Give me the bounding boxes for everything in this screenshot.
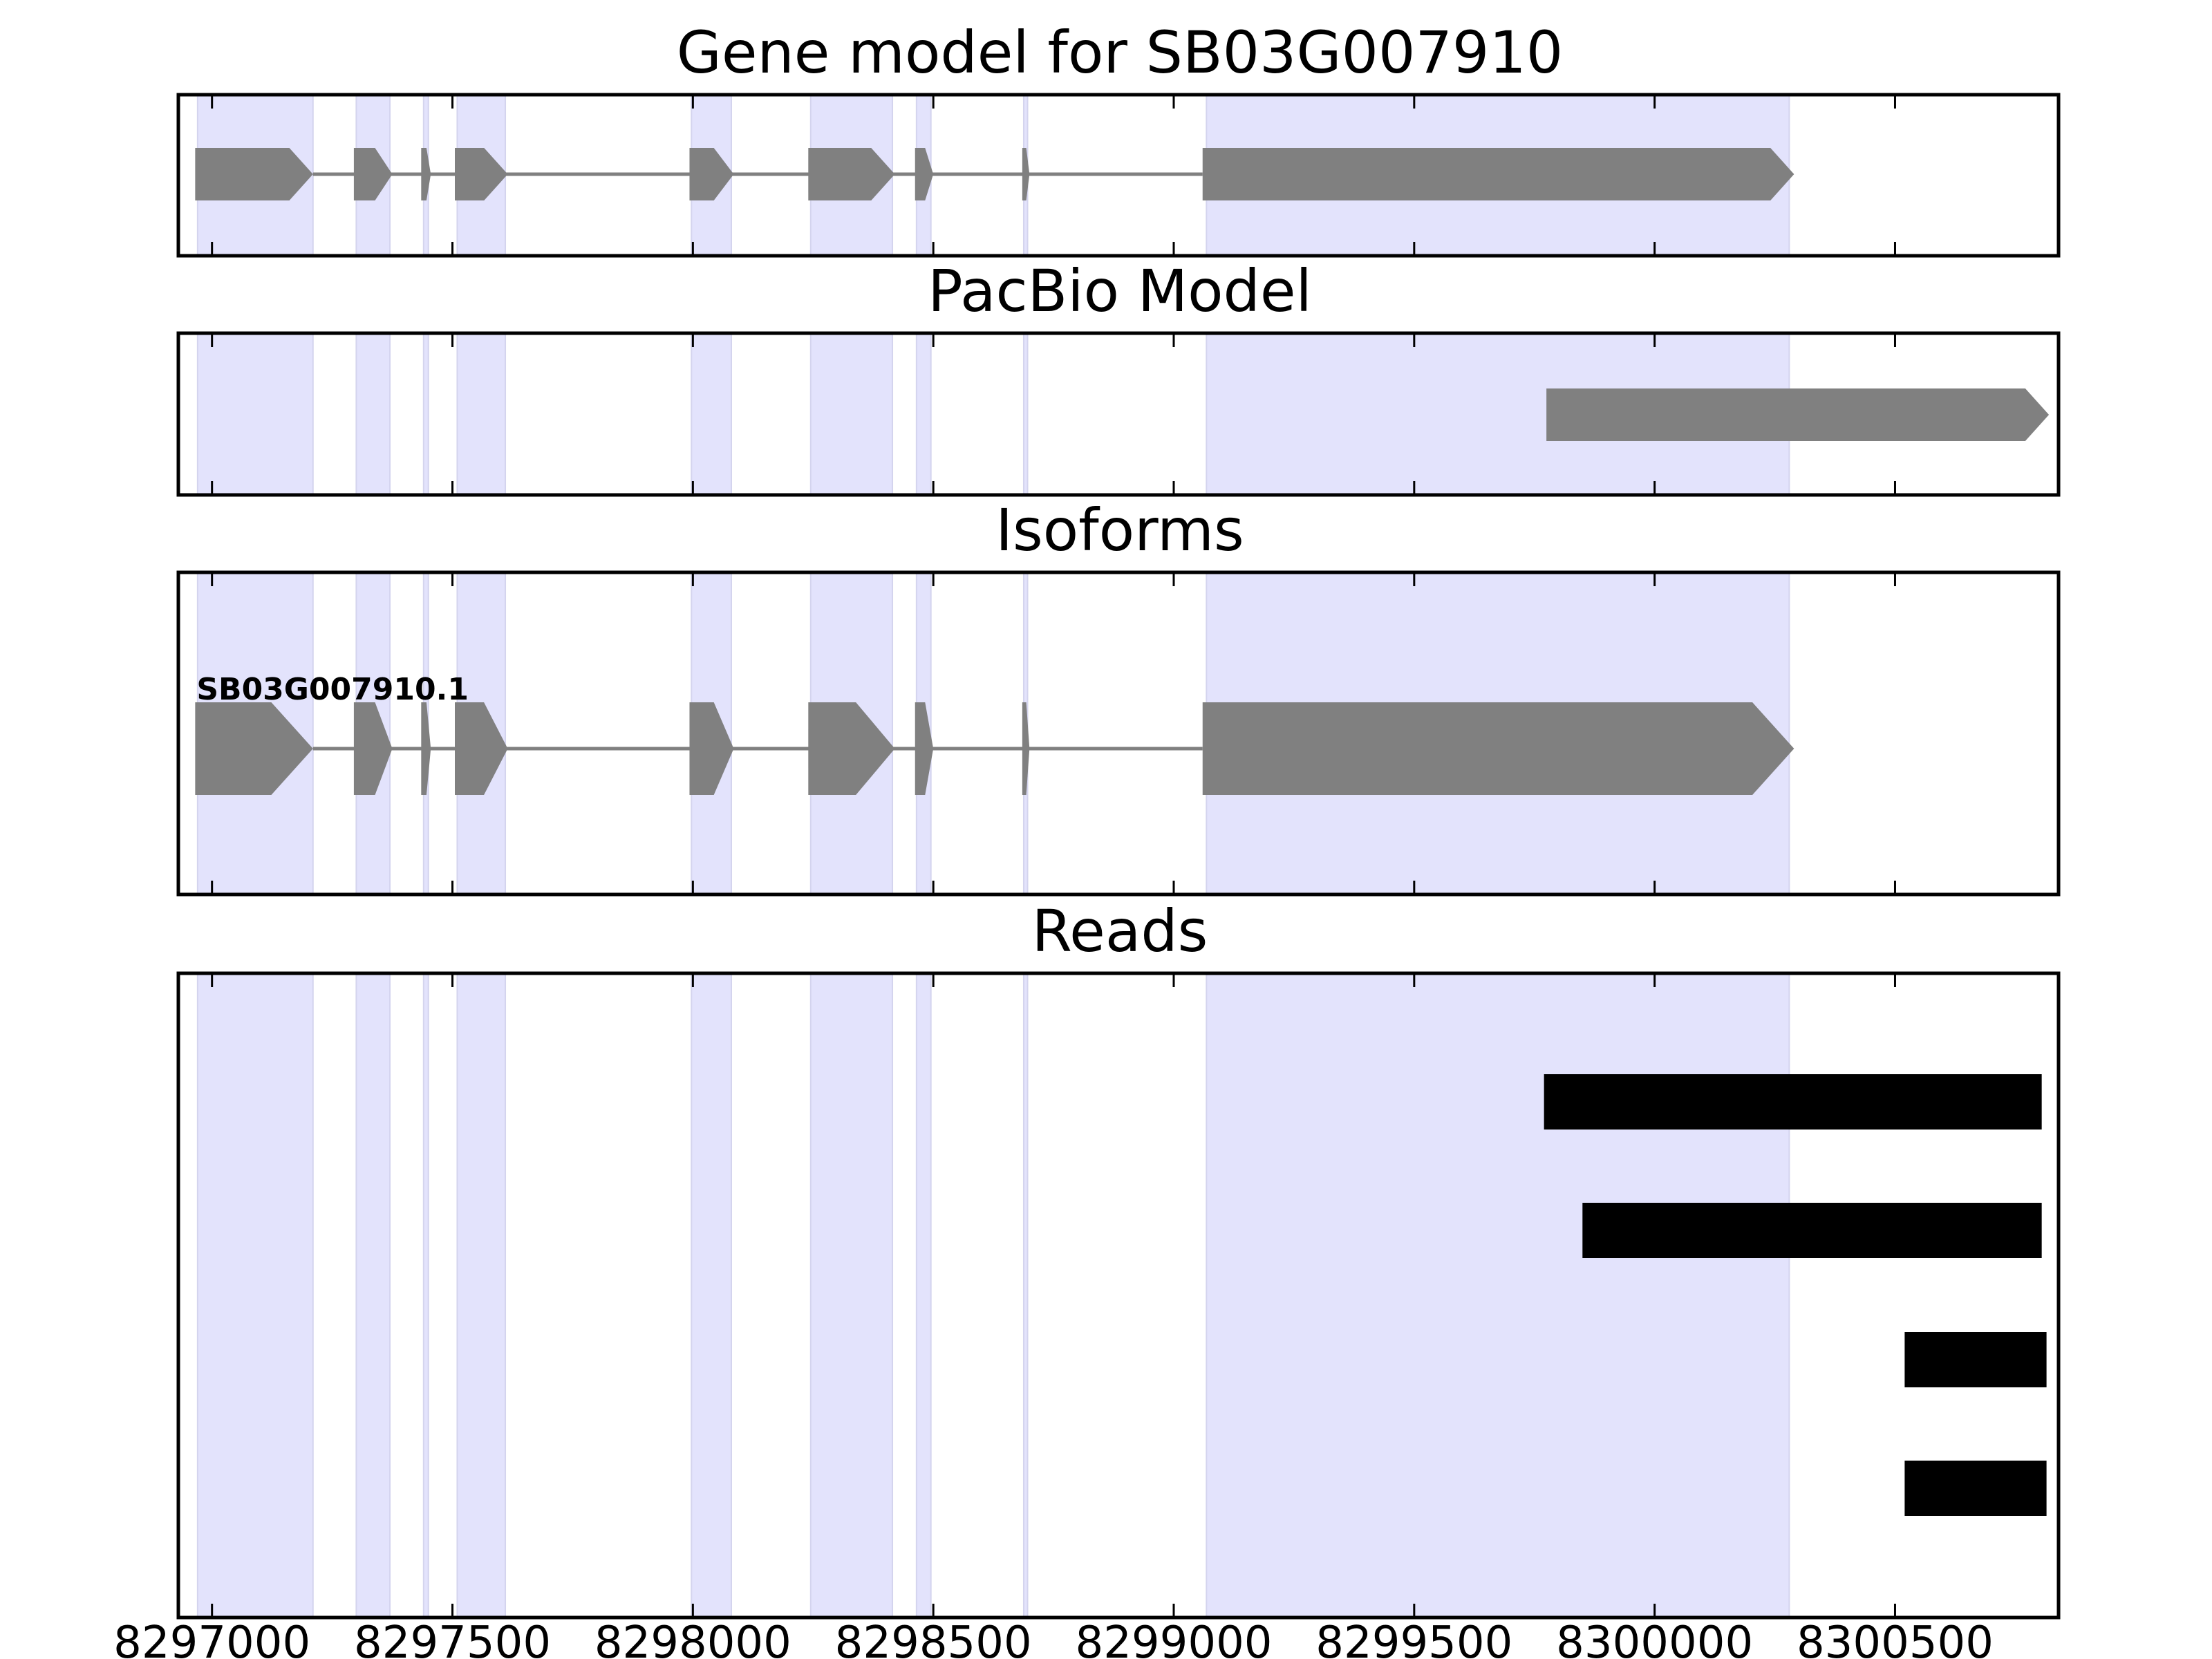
gene-model-feature — [195, 148, 1794, 200]
x-tick-label: 8298500 — [835, 1618, 1032, 1659]
x-tick-label: 8300500 — [1797, 1618, 1994, 1659]
pacbio-model-exon-band — [915, 332, 932, 496]
reads-exon-band — [691, 973, 732, 1618]
isoforms-panel: Isoforms SB03G007910.1 — [176, 496, 2061, 897]
exon-arrow — [1022, 148, 1030, 200]
pacbio-model-exon-band — [422, 332, 429, 496]
isoforms-feature: SB03G007910.1 — [195, 672, 1794, 795]
pacbio-model-feature — [1546, 388, 2050, 441]
exon-arrow — [1202, 148, 1794, 200]
reads-exon-band — [196, 973, 314, 1618]
reads-title: Reads — [1032, 897, 1208, 965]
x-tick-label: 8299000 — [1075, 1618, 1272, 1659]
exon-arrow — [455, 148, 508, 200]
figure-title: Gene model for SB03G007910 — [677, 19, 1563, 86]
exon-arrow — [915, 148, 934, 200]
reads-exon-band — [1206, 973, 1790, 1618]
exon-arrow — [195, 702, 313, 795]
exon-arrow — [808, 702, 895, 795]
exon-arrow — [195, 148, 313, 200]
pacbio-model-exon-band — [809, 332, 894, 496]
reads-exon-band — [809, 973, 894, 1618]
pacbio-model-panel: PacBio Model — [176, 257, 2061, 497]
exon-arrow — [353, 148, 393, 200]
exon-arrow — [915, 702, 934, 795]
exon-arrow — [455, 702, 508, 795]
pacbio-model-exon-band — [456, 332, 507, 496]
pacbio-model-exon-band — [355, 332, 391, 496]
x-tick-label: 8298000 — [594, 1618, 791, 1659]
reads-exon-band — [915, 973, 932, 1618]
reads-exon-band — [456, 973, 507, 1618]
exon-arrow — [689, 702, 734, 795]
x-tick-label: 8297000 — [113, 1618, 310, 1659]
exon-arrow — [808, 148, 895, 200]
exon-arrow — [689, 148, 734, 200]
reads-exon-band — [355, 973, 391, 1618]
pacbio-model-exon-band — [1022, 332, 1029, 496]
x-tick-label: 8299500 — [1315, 1618, 1512, 1659]
reads-exon-band — [1022, 973, 1029, 1618]
panels-group: PacBio Model Isoforms SB03G007910.1 Reads — [176, 93, 2061, 1620]
reads-panel: Reads — [176, 897, 2061, 1620]
x-tick-label: 8300000 — [1556, 1618, 1753, 1659]
read-bar — [1544, 1074, 2042, 1130]
pacbio-model-frame — [176, 331, 2061, 497]
pacbio-model-title: PacBio Model — [928, 257, 1312, 325]
x-tick-label: 8297500 — [354, 1618, 551, 1659]
exon-arrow — [421, 148, 431, 200]
gene-model-frame — [176, 93, 2061, 258]
exon-arrow — [1022, 702, 1030, 795]
exon-arrow — [353, 702, 393, 795]
gene-model-panel — [176, 93, 2061, 258]
read-bar — [1904, 1461, 2047, 1516]
read-bar — [1582, 1203, 2042, 1258]
isoform-label: SB03G007910.1 — [196, 672, 469, 707]
isoforms-frame — [176, 570, 2061, 897]
reads-exon-band — [422, 973, 429, 1618]
exon-arrow — [421, 702, 431, 795]
read-bar — [1904, 1332, 2047, 1387]
exon-arrow — [1546, 388, 2050, 441]
reads-frame — [176, 971, 2061, 1620]
pacbio-model-exon-band — [196, 332, 314, 496]
x-axis: 8297000 8297500 8298000 8298500 8299000 82995… — [113, 1618, 1994, 1659]
isoforms-title: Isoforms — [995, 496, 1244, 564]
pacbio-model-exon-band — [691, 332, 732, 496]
exon-arrow — [1202, 702, 1794, 795]
